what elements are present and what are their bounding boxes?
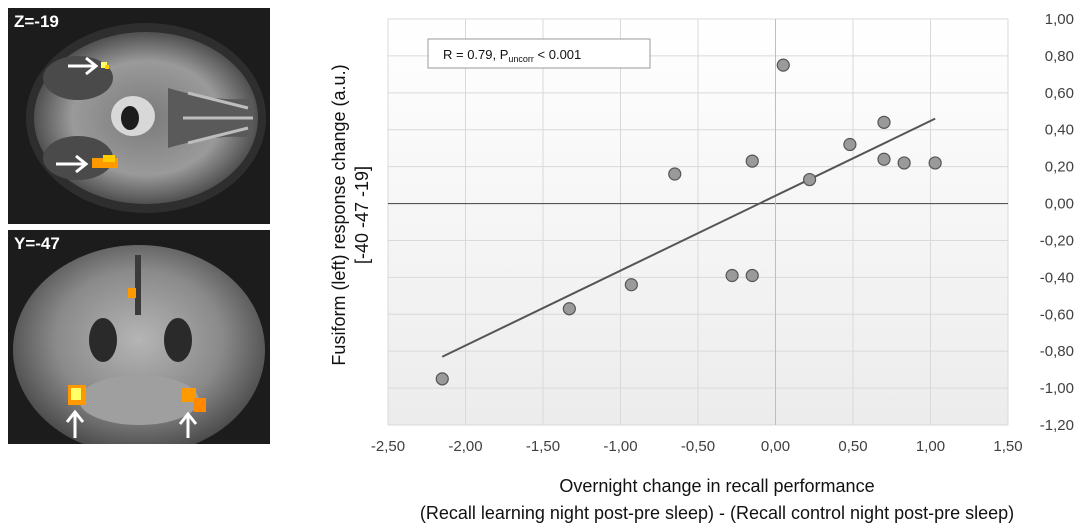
coronal-slice-label: Y=-47 [14,234,60,253]
activation-blob [194,398,206,412]
x-axis-title: Overnight change in recall performance [559,476,874,496]
axes [388,19,1008,425]
stat-annotation-box: R = 0.79, Puncorr < 0.001 [427,38,651,69]
data-point [435,372,449,386]
x-tick-label: -0,50 [681,438,715,455]
data-point [802,172,817,187]
activation-blob [103,155,115,162]
y-tick-label: 1,00 [1045,11,1074,28]
x-tick-label: -2,00 [448,438,482,455]
y-tick-label: -0,60 [1040,306,1074,323]
stat-annotation-suffix: < 0.001 [534,47,581,62]
data-point [843,137,857,152]
data-point [624,278,638,292]
x-tick-label: -1,00 [603,438,637,455]
axial-brain-slice: Z=-19 [8,8,270,224]
axial-slice-label: Z=-19 [14,12,59,31]
y-tick-label: -0,40 [1040,269,1074,286]
x-tick-label: 0,00 [761,438,790,455]
activation-blob [182,388,196,402]
y-tick-label: 0,00 [1045,196,1074,213]
y-tick-label: 0,40 [1045,122,1074,139]
x-tick-label: -2,50 [371,438,405,455]
data-point [877,152,891,166]
data-points [435,58,942,386]
data-point [562,302,576,316]
arrow-icon [68,56,99,76]
y-tick-labels: 1,00 0,80 0,60 0,40 0,20 0,00 -0,20 -0,40 -0,60 -… [1040,11,1074,434]
data-point [668,167,682,181]
stat-annotation: R = 0.79, Puncorr < 0.001 [443,47,581,64]
activation-blob [105,65,109,69]
y-tick-label: 0,80 [1045,48,1074,65]
coronal-brain-image [8,230,270,444]
y-tick-label: -0,20 [1040,232,1074,249]
activation-blob [71,388,81,400]
data-point [928,156,942,170]
arrow-icon [65,409,85,438]
arrow-icon [56,154,89,174]
x-tick-label: 1,50 [993,438,1022,455]
x-tick-labels: -2,50 -2,00 -1,50 -1,00 -0,50 0,00 0,50 1,00 1,5… [371,438,1023,455]
trendline [441,117,936,358]
y-tick-label: -0,80 [1040,343,1074,360]
activation-blob [92,158,118,168]
activation-blob [128,288,136,298]
stat-annotation-subscript: uncorr [508,54,534,64]
data-point [745,154,759,168]
data-point [776,58,790,72]
x-tick-label: 0,50 [838,438,867,455]
data-point [877,115,891,129]
y-tick-label: 0,60 [1045,85,1074,102]
y-tick-label: 0,20 [1045,159,1074,176]
data-point [897,156,911,170]
y-tick-label: -1,00 [1040,380,1074,397]
data-point [725,268,739,283]
axial-brain-image [8,8,270,224]
activation-blob [101,62,107,68]
trendline-line [441,117,936,358]
y-axis-subtitle: [-40 -47 -19] [352,166,372,264]
arrow-icon [178,411,198,438]
x-tick-label: 1,00 [916,438,945,455]
x-tick-label: -1,50 [526,438,560,455]
coronal-brain-slice: Y=-47 [8,230,270,444]
x-axis-subtitle: (Recall learning night post-pre sleep) -… [420,503,1014,523]
stat-annotation-prefix: R = 0.79, P [443,47,508,62]
data-point [745,268,759,283]
y-axis-title: Fusiform (left) response change (a.u.) [329,64,349,365]
y-tick-label: -1,20 [1040,417,1074,434]
